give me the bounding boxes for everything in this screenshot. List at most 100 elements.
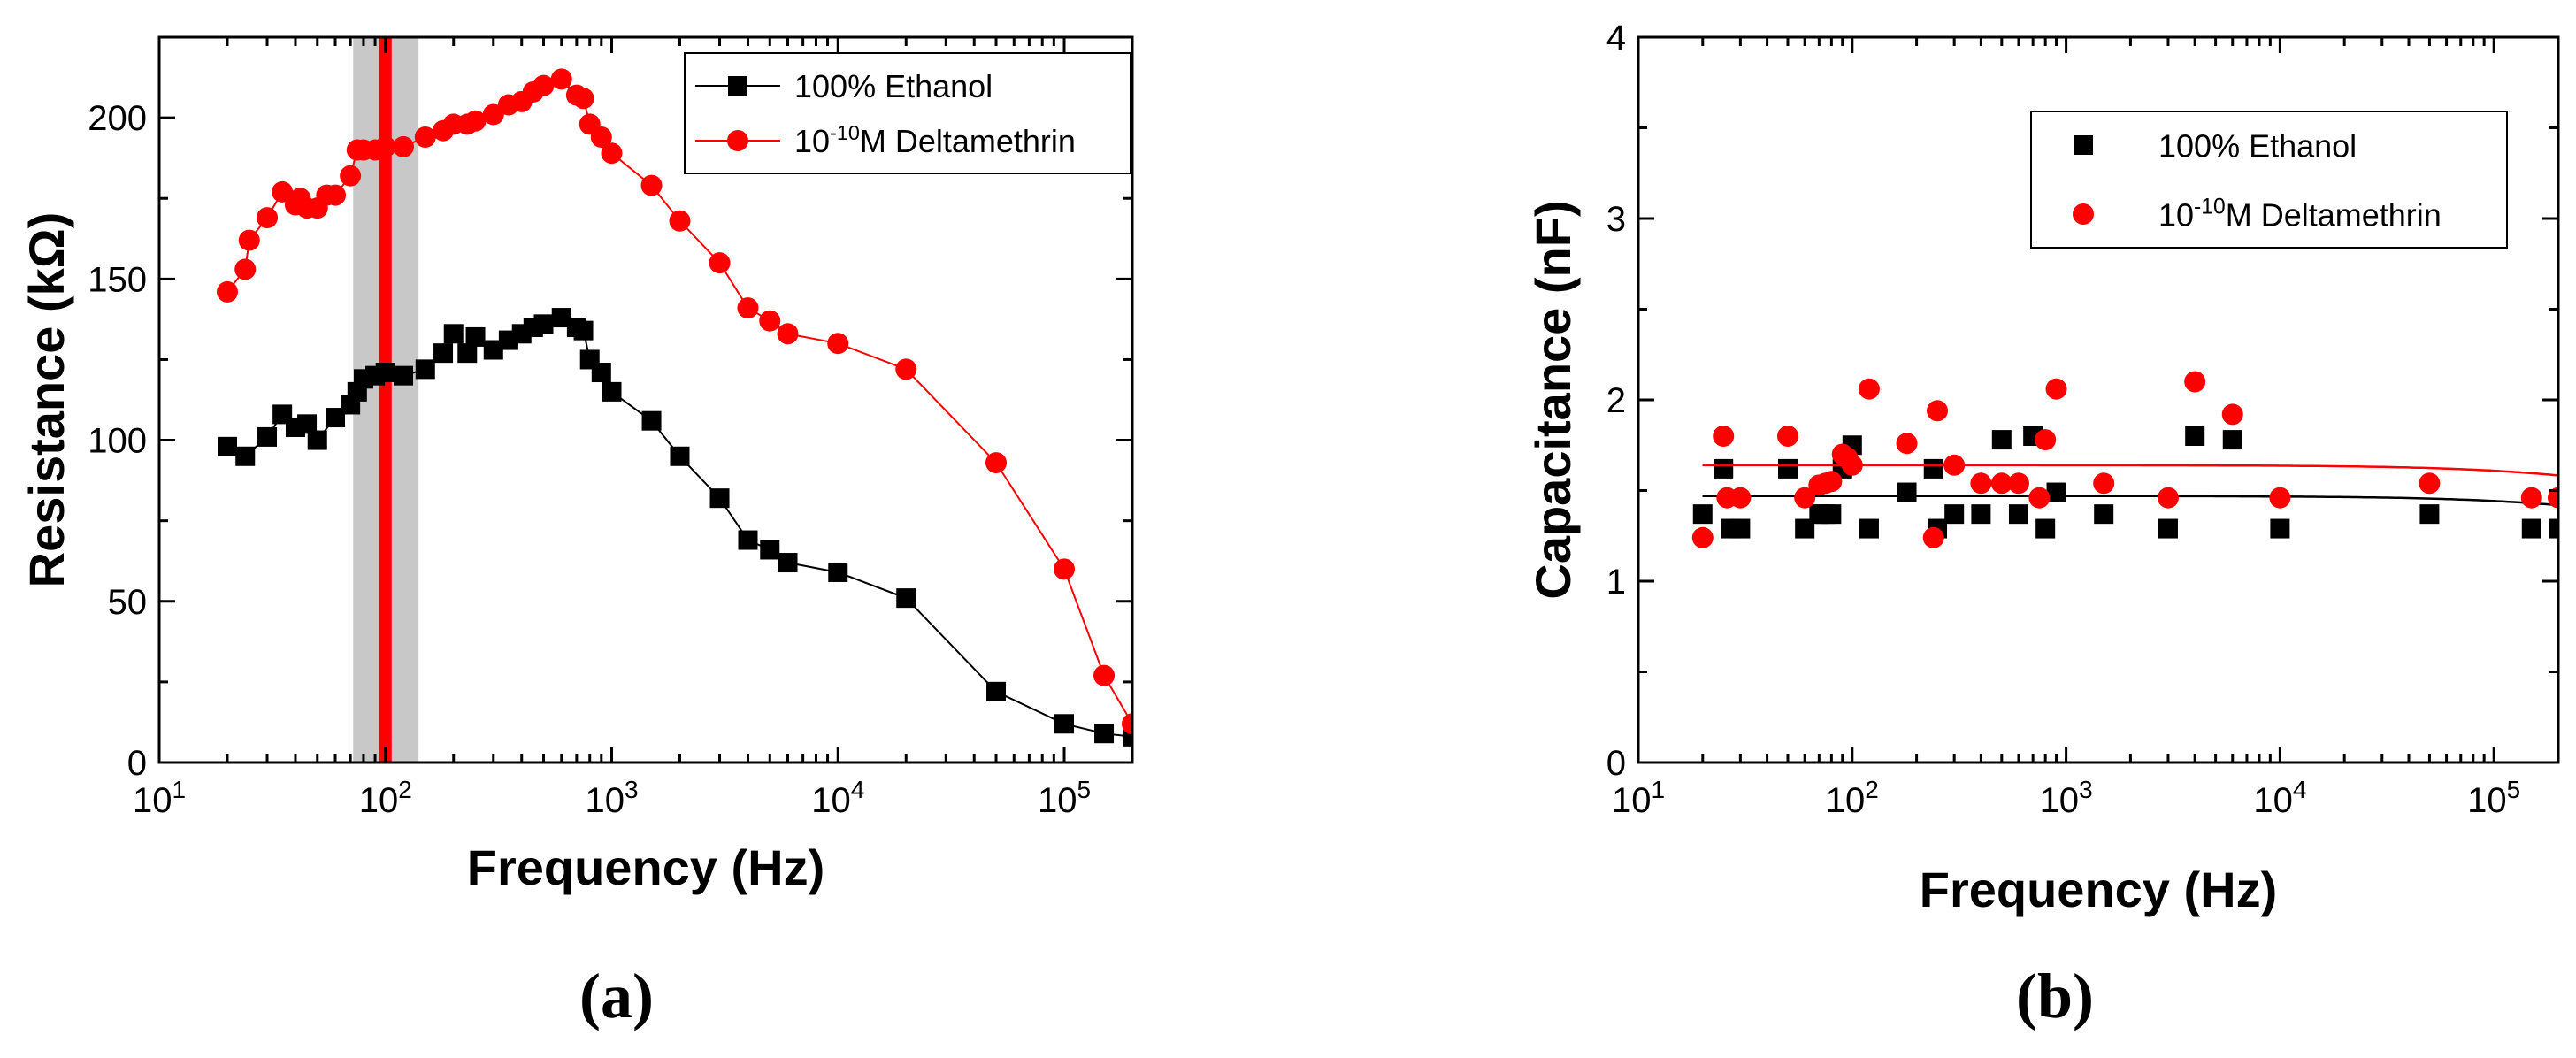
x-tick-label: 102 <box>359 776 412 820</box>
x-tick-base: 10 <box>1038 781 1077 820</box>
data-point <box>1778 458 1798 479</box>
data-point <box>2419 472 2441 494</box>
panel-label-a: (a) <box>579 961 654 1031</box>
data-point <box>1692 504 1713 525</box>
data-point <box>374 135 396 157</box>
x-tick-label: 101 <box>133 776 186 820</box>
data-point <box>640 174 663 196</box>
legend-text-sup: -10 <box>830 121 860 144</box>
data-point <box>414 126 436 148</box>
data-point <box>2521 518 2542 539</box>
data-point <box>1859 518 1879 539</box>
data-point <box>2269 487 2291 509</box>
plot-frame <box>157 35 1134 764</box>
x-tick-exp: 1 <box>172 776 186 803</box>
x-tick-base: 10 <box>359 781 399 820</box>
y-axis-title: Capacitance (nF) <box>1525 200 1581 599</box>
x-tick-base: 10 <box>1826 781 1866 820</box>
data-point <box>2035 429 2057 451</box>
data-point <box>1971 504 1991 525</box>
x-tick-label: 104 <box>811 776 864 820</box>
data-point <box>2007 472 2029 494</box>
data-point <box>325 184 347 206</box>
data-point <box>1093 664 1116 686</box>
data-point <box>2184 371 2206 393</box>
legend-text-pre: 10 <box>794 123 830 159</box>
series-deltamethrin <box>1691 371 2558 548</box>
data-point <box>1123 726 1132 747</box>
series-deltamethrin <box>216 68 1132 735</box>
data-point <box>572 88 594 110</box>
x-tick-label: 101 <box>1612 776 1665 820</box>
legend-marker <box>2073 203 2094 225</box>
data-point <box>1094 724 1115 744</box>
x-tick-exp: 2 <box>1865 776 1879 803</box>
data-point <box>326 408 346 428</box>
data-point <box>1897 482 1917 502</box>
data-point <box>590 126 612 148</box>
data-point <box>2221 403 2243 426</box>
data-point <box>2222 430 2242 450</box>
data-point <box>2028 487 2051 509</box>
legend-box <box>2030 111 2508 249</box>
y-axis-title: Resistance (kΩ) <box>19 212 74 588</box>
data-point <box>272 180 294 203</box>
data-point <box>2419 504 2440 525</box>
series-ethanol <box>217 308 1132 747</box>
data-point <box>602 381 622 402</box>
y-tick-label: 0 <box>1606 744 1626 783</box>
x-axis: 101 102 103 104 105 <box>133 37 1134 820</box>
data-point <box>759 310 781 332</box>
data-point <box>591 363 611 383</box>
x-tick-label: 102 <box>1826 776 1879 820</box>
data-point <box>2036 518 2056 539</box>
legend-marker <box>727 130 748 151</box>
y-tick-label: 4 <box>1606 19 1626 58</box>
data-point <box>641 410 662 431</box>
data-point <box>2045 378 2067 400</box>
data-point <box>533 314 554 334</box>
x-tick-exp: 2 <box>398 776 412 803</box>
x-tick-label: 104 <box>2253 776 2306 820</box>
data-point <box>1991 430 2012 450</box>
data-point <box>2093 472 2115 494</box>
data-point <box>238 229 260 251</box>
data-point <box>2158 518 2178 539</box>
data-point <box>464 110 487 132</box>
legend-text-pre: 10 <box>2158 197 2194 234</box>
data-point <box>234 258 257 280</box>
legend-text-sup: -10 <box>2194 196 2226 219</box>
data-point <box>415 359 435 380</box>
data-point <box>1054 714 1075 734</box>
data-point <box>669 210 691 232</box>
x-axis: 101 102 103 104 105 <box>1612 37 2560 820</box>
data-point <box>1821 504 1842 525</box>
data-point <box>1970 472 1992 494</box>
data-point <box>1713 426 1735 447</box>
data-point <box>778 553 798 573</box>
legend-text-main: 100% Ethanol <box>794 68 993 104</box>
legend-text-post: M Deltamethrin <box>860 123 1076 159</box>
data-point <box>2185 426 2205 446</box>
data-point <box>573 320 594 341</box>
data-point <box>2520 487 2542 509</box>
x-tick-label: 103 <box>2040 776 2093 820</box>
data-point <box>2008 504 2028 525</box>
data-point <box>216 280 238 303</box>
x-tick-exp: 4 <box>851 776 865 803</box>
y-axis: 0 50 100 150 200 <box>88 35 1132 783</box>
data-point <box>985 452 1008 474</box>
y-tick-label: 1 <box>1606 563 1626 602</box>
data-point <box>1944 454 1966 476</box>
y-tick-label: 2 <box>1606 381 1626 420</box>
legend: 100% Ethanol 10-10M Deltamethrin <box>2030 111 2508 249</box>
data-point <box>896 588 916 609</box>
data-point <box>1896 433 1918 455</box>
y-tick-label: 50 <box>108 583 148 622</box>
data-point <box>2157 487 2179 509</box>
x-tick-base: 10 <box>2467 781 2507 820</box>
data-point <box>2549 518 2558 539</box>
x-tick-exp: 3 <box>625 776 639 803</box>
data-point <box>1691 526 1714 548</box>
legend-marker <box>728 76 748 96</box>
